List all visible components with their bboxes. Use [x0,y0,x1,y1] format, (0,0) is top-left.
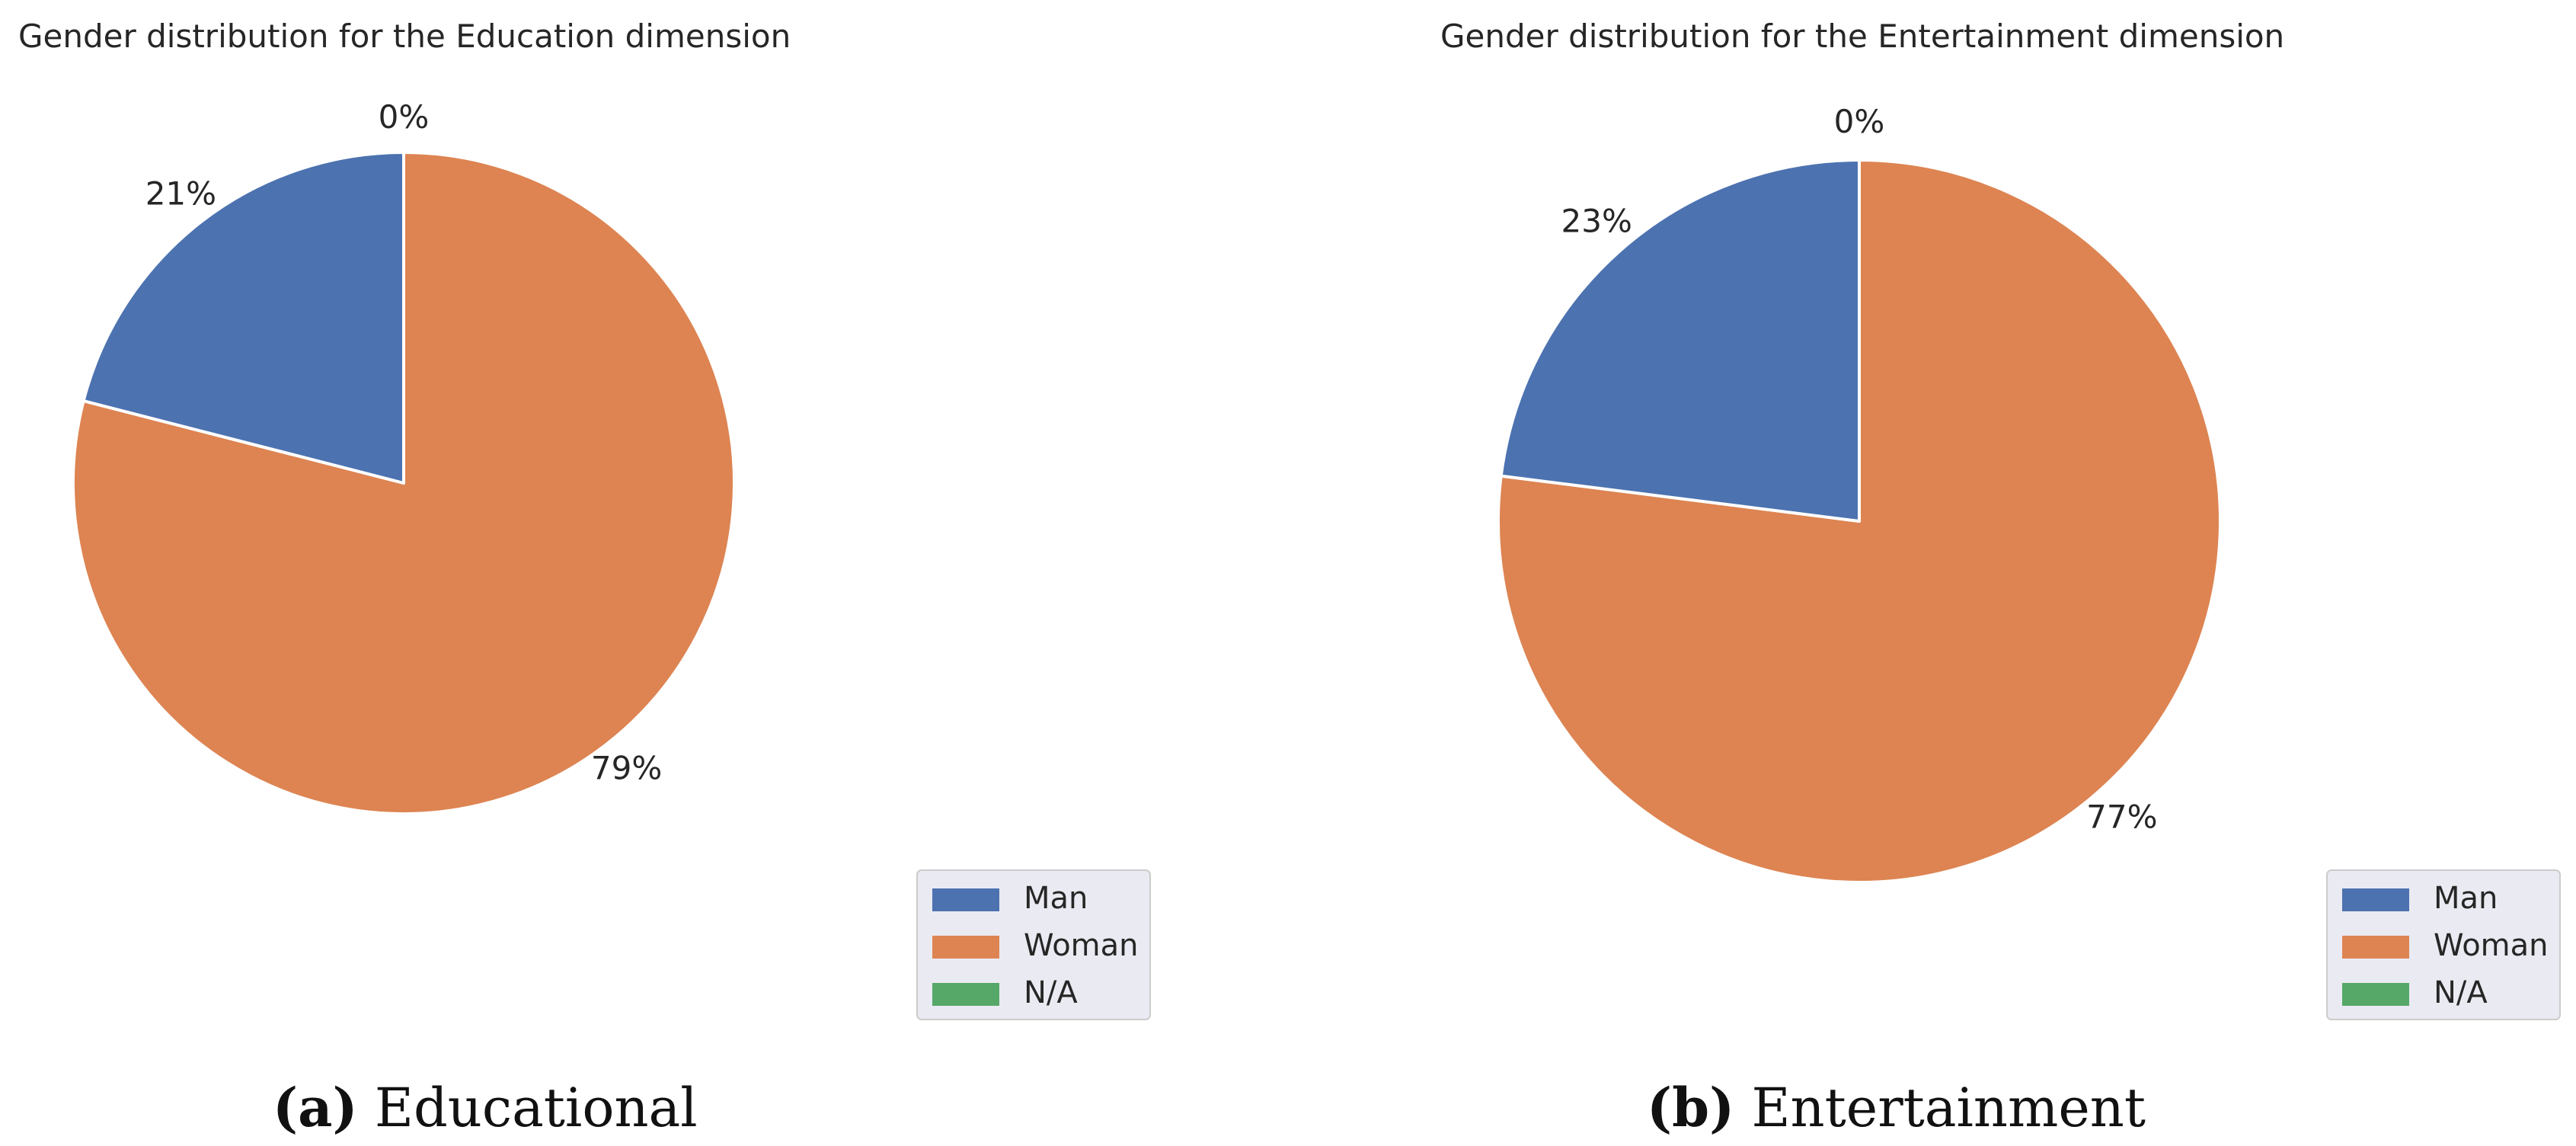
pie-chart-panel-education: Gender distribution for the Education di… [18,18,1151,1139]
pie-chart-entertainment: Gender distribution for the Entertainmen… [1440,18,2561,1020]
caption-text: Entertainment [1751,1077,2146,1139]
figure-caption: (a) Educational [273,1076,698,1139]
caption-letter: (b) [1647,1076,1735,1139]
legend-swatch-na [2342,983,2409,1006]
legend-swatch-man [932,888,999,911]
pie-labels: 77% 23% 0% [1561,103,2158,836]
caption-text: Educational [374,1077,698,1139]
legend-swatch-man [2342,888,2409,911]
legend: Man Woman N/A [2326,869,2561,1020]
legend-label-man: Man [2434,881,2498,916]
pct-label-woman: 79% [591,750,662,787]
pie-slice-man [1499,158,1861,523]
caption-letter: (a) [273,1076,358,1139]
chart-title: Gender distribution for the Entertainmen… [1440,18,2284,55]
legend-label-woman: Woman [2434,928,2549,963]
chart-title: Gender distribution for the Education di… [18,18,791,55]
pie-chart-panel-entertainment: Gender distribution for the Entertainmen… [1288,0,2576,1146]
legend-swatch-woman [2342,936,2409,959]
pct-label-woman: 77% [2086,799,2157,836]
pie-slices [72,151,736,815]
pie-slice-man [81,151,405,485]
pct-label-man: 21% [145,174,216,212]
figure-caption: (b) Entertainment [1647,1076,2146,1139]
legend-label-na: N/A [1024,975,1078,1010]
legend: Man Woman N/A [916,869,1151,1020]
legend-swatch-woman [932,936,999,959]
legend-label-man: Man [1024,881,1088,916]
legend-label-na: N/A [2434,975,2488,1010]
pct-label-na: 0% [379,98,430,136]
pie-slices [1497,158,2222,884]
pct-label-na: 0% [1834,103,1885,140]
pct-label-man: 23% [1561,202,1632,239]
legend-swatch-na [932,983,999,1006]
pie-labels: 79% 21% 0% [145,98,663,787]
legend-label-woman: Woman [1024,928,1139,963]
pie-chart-education: Gender distribution for the Education di… [18,18,1151,1020]
